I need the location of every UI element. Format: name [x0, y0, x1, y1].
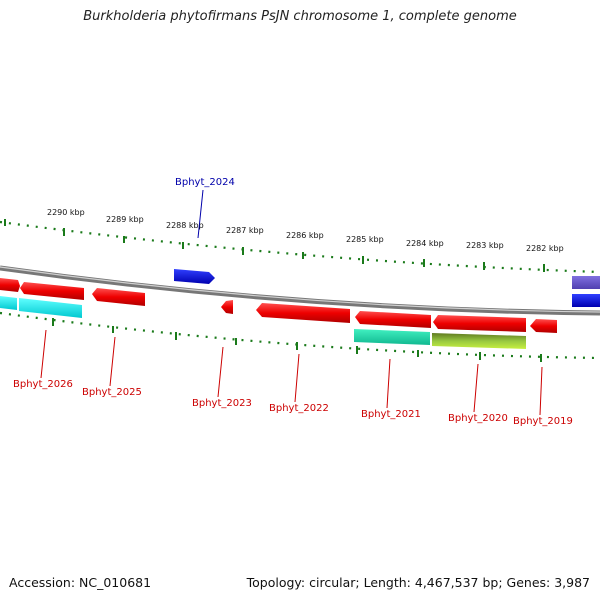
feature-block-cyan[interactable] [19, 298, 82, 318]
gene-arrow-minus[interactable] [256, 303, 350, 323]
genome-stats-text: Topology: circular; Length: 4,467,537 bp… [246, 575, 590, 590]
scale-label: 2283 kbp [466, 241, 504, 250]
accession-text: Accession: NC_010681 [9, 575, 152, 590]
scale-label: 2287 kbp [226, 226, 264, 235]
gene-arrow-minus[interactable] [433, 315, 526, 332]
gene-arrow-minus[interactable] [530, 319, 557, 333]
minus-strand-features [0, 294, 600, 349]
scale-label: 2282 kbp [526, 244, 564, 253]
feature-block-olive[interactable] [432, 333, 526, 349]
gene-label[interactable]: Bphyt_2020 [448, 413, 508, 424]
gene-arrow-minus[interactable] [355, 311, 431, 328]
scale-major-ticks-lower [52, 318, 542, 362]
gene-arrow-minus[interactable] [221, 300, 233, 314]
label-leader-lines [40, 189, 543, 416]
gene-arrow-Bphyt_2024[interactable] [174, 269, 215, 284]
gene-arrow-plus[interactable] [20, 282, 84, 300]
plus-strand-features [0, 269, 600, 306]
gene-arrow-plus[interactable] [92, 288, 145, 306]
genome-backbone [0, 265, 600, 316]
gene-arrow-plus[interactable] [572, 276, 600, 289]
gene-label[interactable]: Bphyt_2021 [361, 409, 421, 420]
gene-label[interactable]: Bphyt_2023 [192, 398, 252, 409]
scale-labels: 2290 kbp 2289 kbp 2288 kbp 2287 kbp 2286… [47, 208, 564, 253]
scale-label: 2289 kbp [106, 215, 144, 224]
gene-label[interactable]: Bphyt_2026 [13, 379, 73, 390]
map-title: Burkholderia phytofirmans PsJN chromosom… [83, 9, 517, 24]
gene-label[interactable]: Bphyt_2025 [82, 387, 142, 398]
scale-label: 2286 kbp [286, 231, 324, 240]
gene-label[interactable]: Bphyt_2024 [175, 177, 235, 188]
scale-label: 2290 kbp [47, 208, 85, 217]
feature-block-teal[interactable] [354, 329, 430, 345]
scale-ruler-upper [0, 220, 600, 274]
gene-arrow-plus[interactable] [0, 278, 20, 292]
feature-block-cyan[interactable] [0, 296, 17, 310]
gene-label[interactable]: Bphyt_2022 [269, 403, 329, 414]
feature-block-blue[interactable] [572, 294, 600, 307]
gene-labels: Bphyt_2024 Bphyt_2026 Bphyt_2025 Bphyt_2… [13, 177, 573, 427]
gene-label[interactable]: Bphyt_2019 [513, 416, 573, 427]
scale-label: 2284 kbp [406, 239, 444, 248]
scale-label: 2288 kbp [166, 221, 204, 230]
scale-label: 2285 kbp [346, 235, 384, 244]
scale-major-ticks-upper [4, 219, 545, 272]
